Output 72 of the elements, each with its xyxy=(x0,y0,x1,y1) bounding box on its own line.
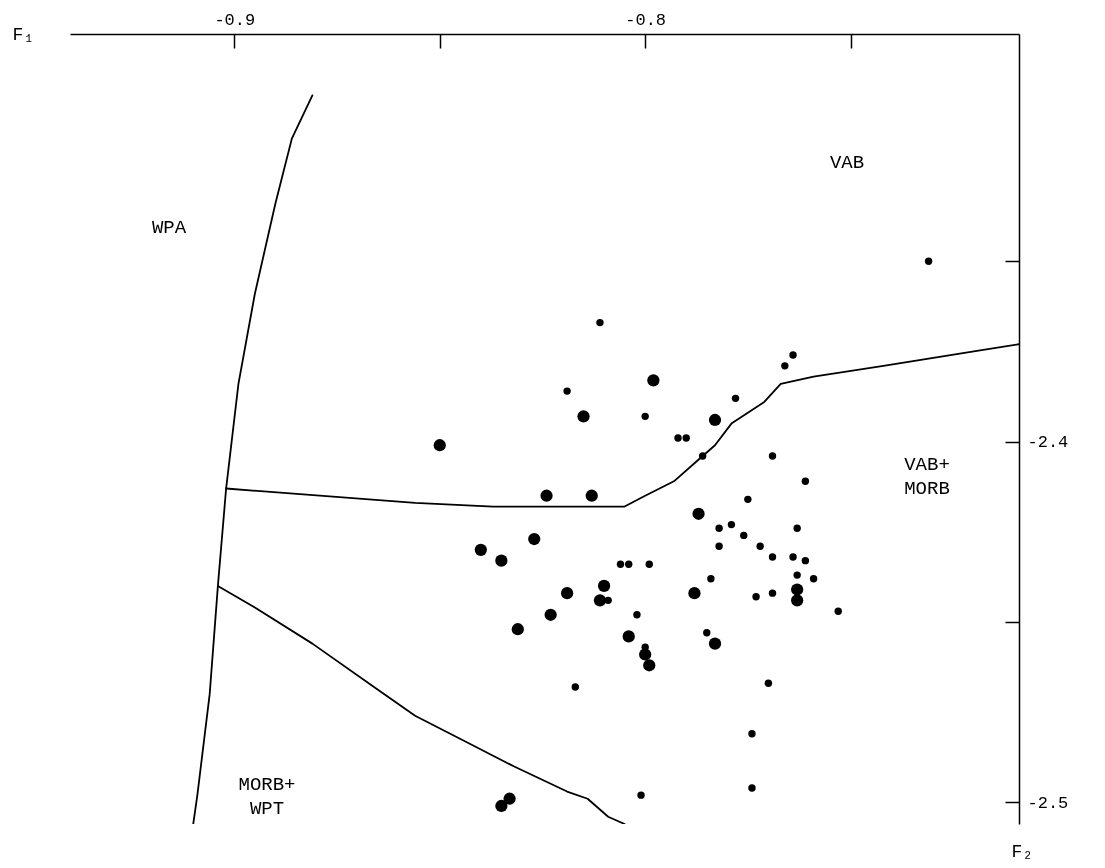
annotation: MORB+ WPT xyxy=(238,774,296,820)
point xyxy=(752,593,760,601)
point xyxy=(768,553,777,561)
point xyxy=(748,784,756,792)
point xyxy=(727,520,736,529)
point xyxy=(708,413,722,427)
point xyxy=(791,594,804,607)
x-tick-label: -0.9 xyxy=(214,10,256,30)
point xyxy=(793,524,801,532)
point xyxy=(645,560,653,568)
y-tick-label: -2.5 xyxy=(1027,793,1069,813)
point xyxy=(474,543,487,556)
point xyxy=(740,531,748,540)
point xyxy=(571,683,580,691)
point xyxy=(433,439,446,452)
point xyxy=(544,608,557,621)
annotation: WPA xyxy=(151,217,187,239)
point xyxy=(682,434,690,442)
point xyxy=(692,507,705,520)
point xyxy=(511,623,524,636)
point xyxy=(748,730,756,738)
point xyxy=(596,318,604,327)
y-axis-title: F₂ xyxy=(1011,841,1034,862)
point xyxy=(585,489,598,502)
point xyxy=(495,799,508,813)
point xyxy=(715,542,723,550)
point xyxy=(639,648,652,661)
point xyxy=(924,257,933,265)
point xyxy=(577,410,590,423)
point xyxy=(707,575,715,583)
x-tick-label: -0.8 xyxy=(625,10,667,30)
point xyxy=(789,351,797,359)
point xyxy=(633,611,641,619)
point xyxy=(637,791,645,799)
point xyxy=(789,553,797,561)
point xyxy=(597,579,611,593)
x-axis-title: F₁ xyxy=(12,24,35,45)
point xyxy=(764,679,773,688)
point xyxy=(688,587,701,600)
point xyxy=(781,362,789,370)
point xyxy=(756,542,764,550)
point xyxy=(593,594,607,607)
point xyxy=(560,587,574,600)
point xyxy=(731,394,740,403)
annotation: VAB+ MORB xyxy=(904,454,950,500)
point xyxy=(495,554,508,567)
point xyxy=(715,524,723,532)
point xyxy=(768,452,777,460)
point xyxy=(616,560,625,568)
point xyxy=(809,575,818,583)
point xyxy=(801,556,810,565)
point xyxy=(791,583,804,596)
point xyxy=(503,792,516,805)
point xyxy=(528,532,541,546)
point xyxy=(643,659,656,672)
point xyxy=(703,629,711,637)
point xyxy=(708,637,722,650)
point xyxy=(674,434,682,442)
point xyxy=(625,560,633,568)
point xyxy=(647,374,660,387)
point xyxy=(563,387,571,395)
point xyxy=(622,630,635,643)
point xyxy=(698,452,707,460)
point xyxy=(834,607,842,615)
point xyxy=(744,495,752,504)
point xyxy=(768,589,777,597)
annotation: VAB xyxy=(829,152,865,174)
point xyxy=(801,477,810,486)
point xyxy=(793,571,801,579)
point xyxy=(641,412,649,421)
y-tick-label: -2.4 xyxy=(1027,433,1069,453)
point xyxy=(540,489,553,502)
